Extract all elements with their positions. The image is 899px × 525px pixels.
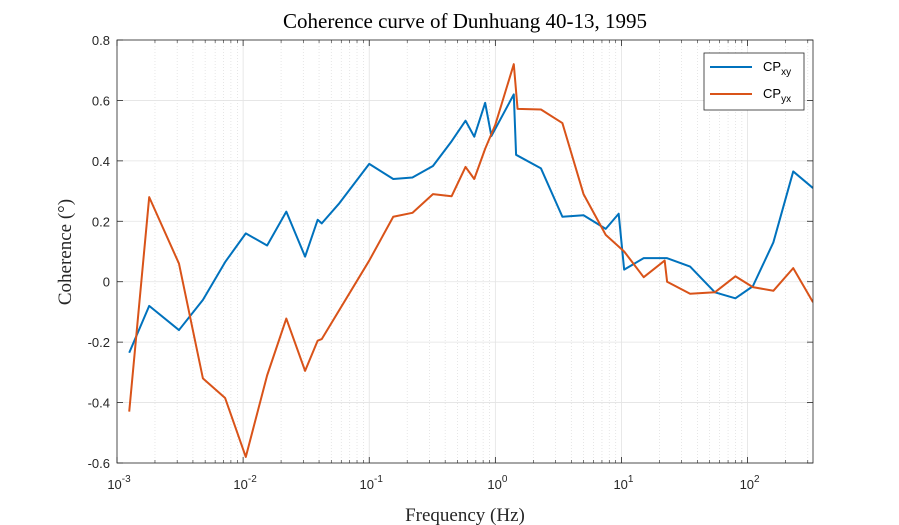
legend: CPxy CPyx (703, 52, 805, 111)
series-line-cpyx (128, 63, 813, 458)
x-axis-label: Frequency (Hz) (405, 505, 525, 525)
y-tick-label: -0.6 (88, 456, 110, 471)
y-tick-label: 0.2 (92, 214, 110, 229)
series-layer (128, 63, 813, 458)
y-tick-label: -0.2 (88, 335, 110, 350)
x-tick-label: 10-2 (233, 474, 257, 492)
x-tick-label: 102 (740, 474, 760, 492)
plot-frame (116, 39, 814, 464)
x-tick-label: 100 (487, 474, 507, 492)
x-tick-label: 101 (613, 474, 633, 492)
y-tick-label: 0.4 (92, 154, 110, 169)
y-axis-label: Coherence (°) (55, 199, 76, 305)
y-tick-label: -0.4 (88, 396, 110, 411)
chart-title: Coherence curve of Dunhuang 40-13, 1995 (283, 9, 647, 33)
axis-ticks (116, 39, 813, 464)
legend-label-cpyx: CPyx (763, 86, 791, 105)
series-line-cpxy (128, 93, 813, 354)
legend-label-cpxy: CPxy (763, 59, 791, 78)
y-tick-labels: -0.6 -0.4 -0.2 0 0.2 0.4 0.6 0.8 (88, 33, 110, 471)
y-tick-label: 0 (103, 275, 110, 290)
legend-box (703, 52, 805, 111)
y-tick-label: 0.8 (92, 33, 110, 48)
x-tick-label: 10-1 (360, 474, 384, 492)
x-tick-label: 10-3 (107, 474, 131, 492)
x-tick-labels: 10-3 10-2 10-1 100 101 102 (107, 474, 760, 492)
y-tick-label: 0.6 (92, 93, 110, 108)
